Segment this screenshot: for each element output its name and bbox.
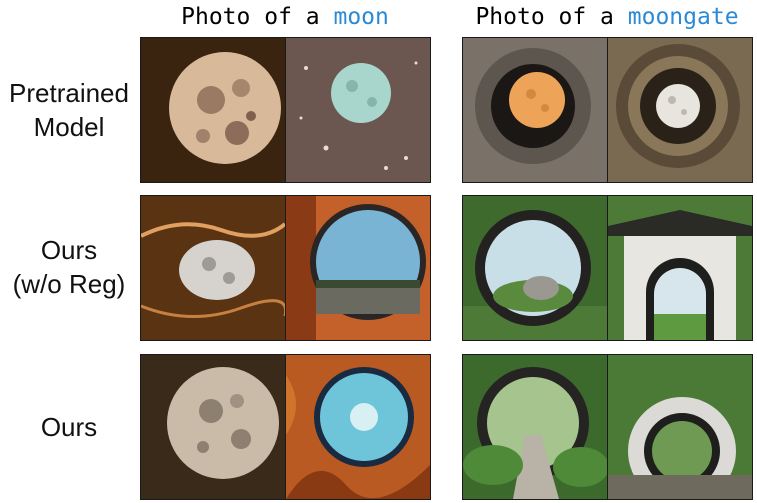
row-label-line1: Ours: [40, 412, 98, 442]
row-label-pretrained: Pretrained Model: [0, 38, 138, 182]
column-title-moongate: Photo of a moongate: [462, 2, 752, 32]
row-label-line1: Pretrained: [9, 78, 129, 108]
column-title-keyword: moongate: [627, 4, 739, 30]
column-title-prefix: Photo of a: [475, 4, 628, 30]
image-ours-moongate-2: [607, 354, 753, 500]
image-pretrained-moongate-1: [462, 37, 608, 183]
image-ours-moon-2: [285, 354, 431, 500]
image-ours-wo-reg-moongate-2: [607, 195, 753, 341]
column-title-moon: Photo of a moon: [140, 2, 430, 32]
image-pretrained-moon-1: [140, 37, 286, 183]
row-label-line2: Model: [33, 112, 105, 142]
image-ours-moon-1: [140, 354, 286, 500]
image-ours-wo-reg-moongate-1: [462, 195, 608, 341]
row-label-ours-wo-reg: Ours (w/o Reg): [0, 195, 138, 339]
image-pretrained-moongate-2: [607, 37, 753, 183]
image-ours-wo-reg-moon-1: [140, 195, 286, 341]
image-pretrained-moon-2: [285, 37, 431, 183]
row-label-line1: Ours: [40, 235, 98, 265]
image-ours-wo-reg-moon-2: [285, 195, 431, 341]
column-title-keyword: moon: [333, 4, 389, 30]
row-label-ours: Ours: [0, 355, 138, 499]
column-title-prefix: Photo of a: [181, 4, 334, 30]
row-label-line2: (w/o Reg): [12, 269, 126, 299]
image-ours-moongate-1: [462, 354, 608, 500]
